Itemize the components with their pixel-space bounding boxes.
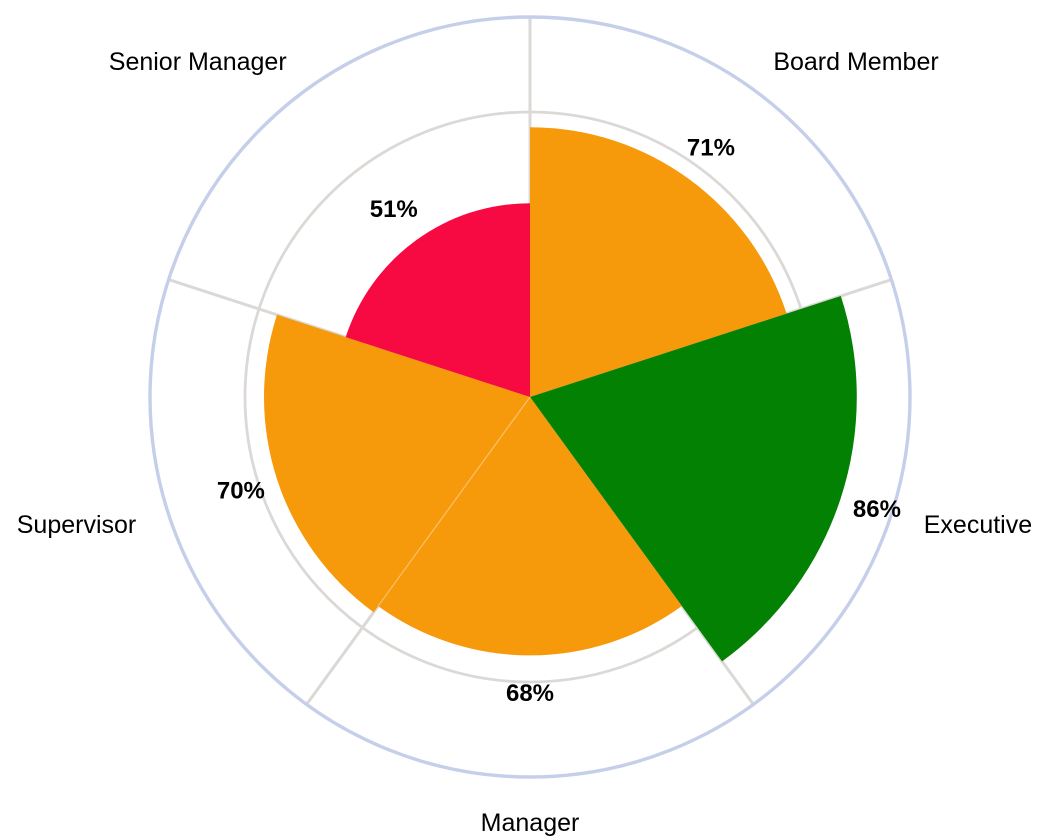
value-label-board-member: 71% [687,134,735,161]
value-label-manager: 68% [506,680,554,707]
category-label-manager: Manager [481,809,580,837]
category-label-senior-manager: Senior Manager [109,48,287,76]
sector-seam-line [377,396,531,607]
category-label-executive: Executive [924,511,1032,539]
sector-manager [378,397,682,656]
value-label-senior-manager: 51% [370,196,418,223]
outer-ring [148,15,912,779]
sector-supervisor [264,314,530,613]
category-label-supervisor: Supervisor [17,511,137,539]
value-label-executive: 86% [853,496,901,523]
sector-senior-manager [345,203,530,397]
sector-executive [530,296,857,662]
sector-board-member [530,127,787,397]
category-label-board-member: Board Member [773,48,938,76]
value-label-supervisor: 70% [217,477,265,504]
